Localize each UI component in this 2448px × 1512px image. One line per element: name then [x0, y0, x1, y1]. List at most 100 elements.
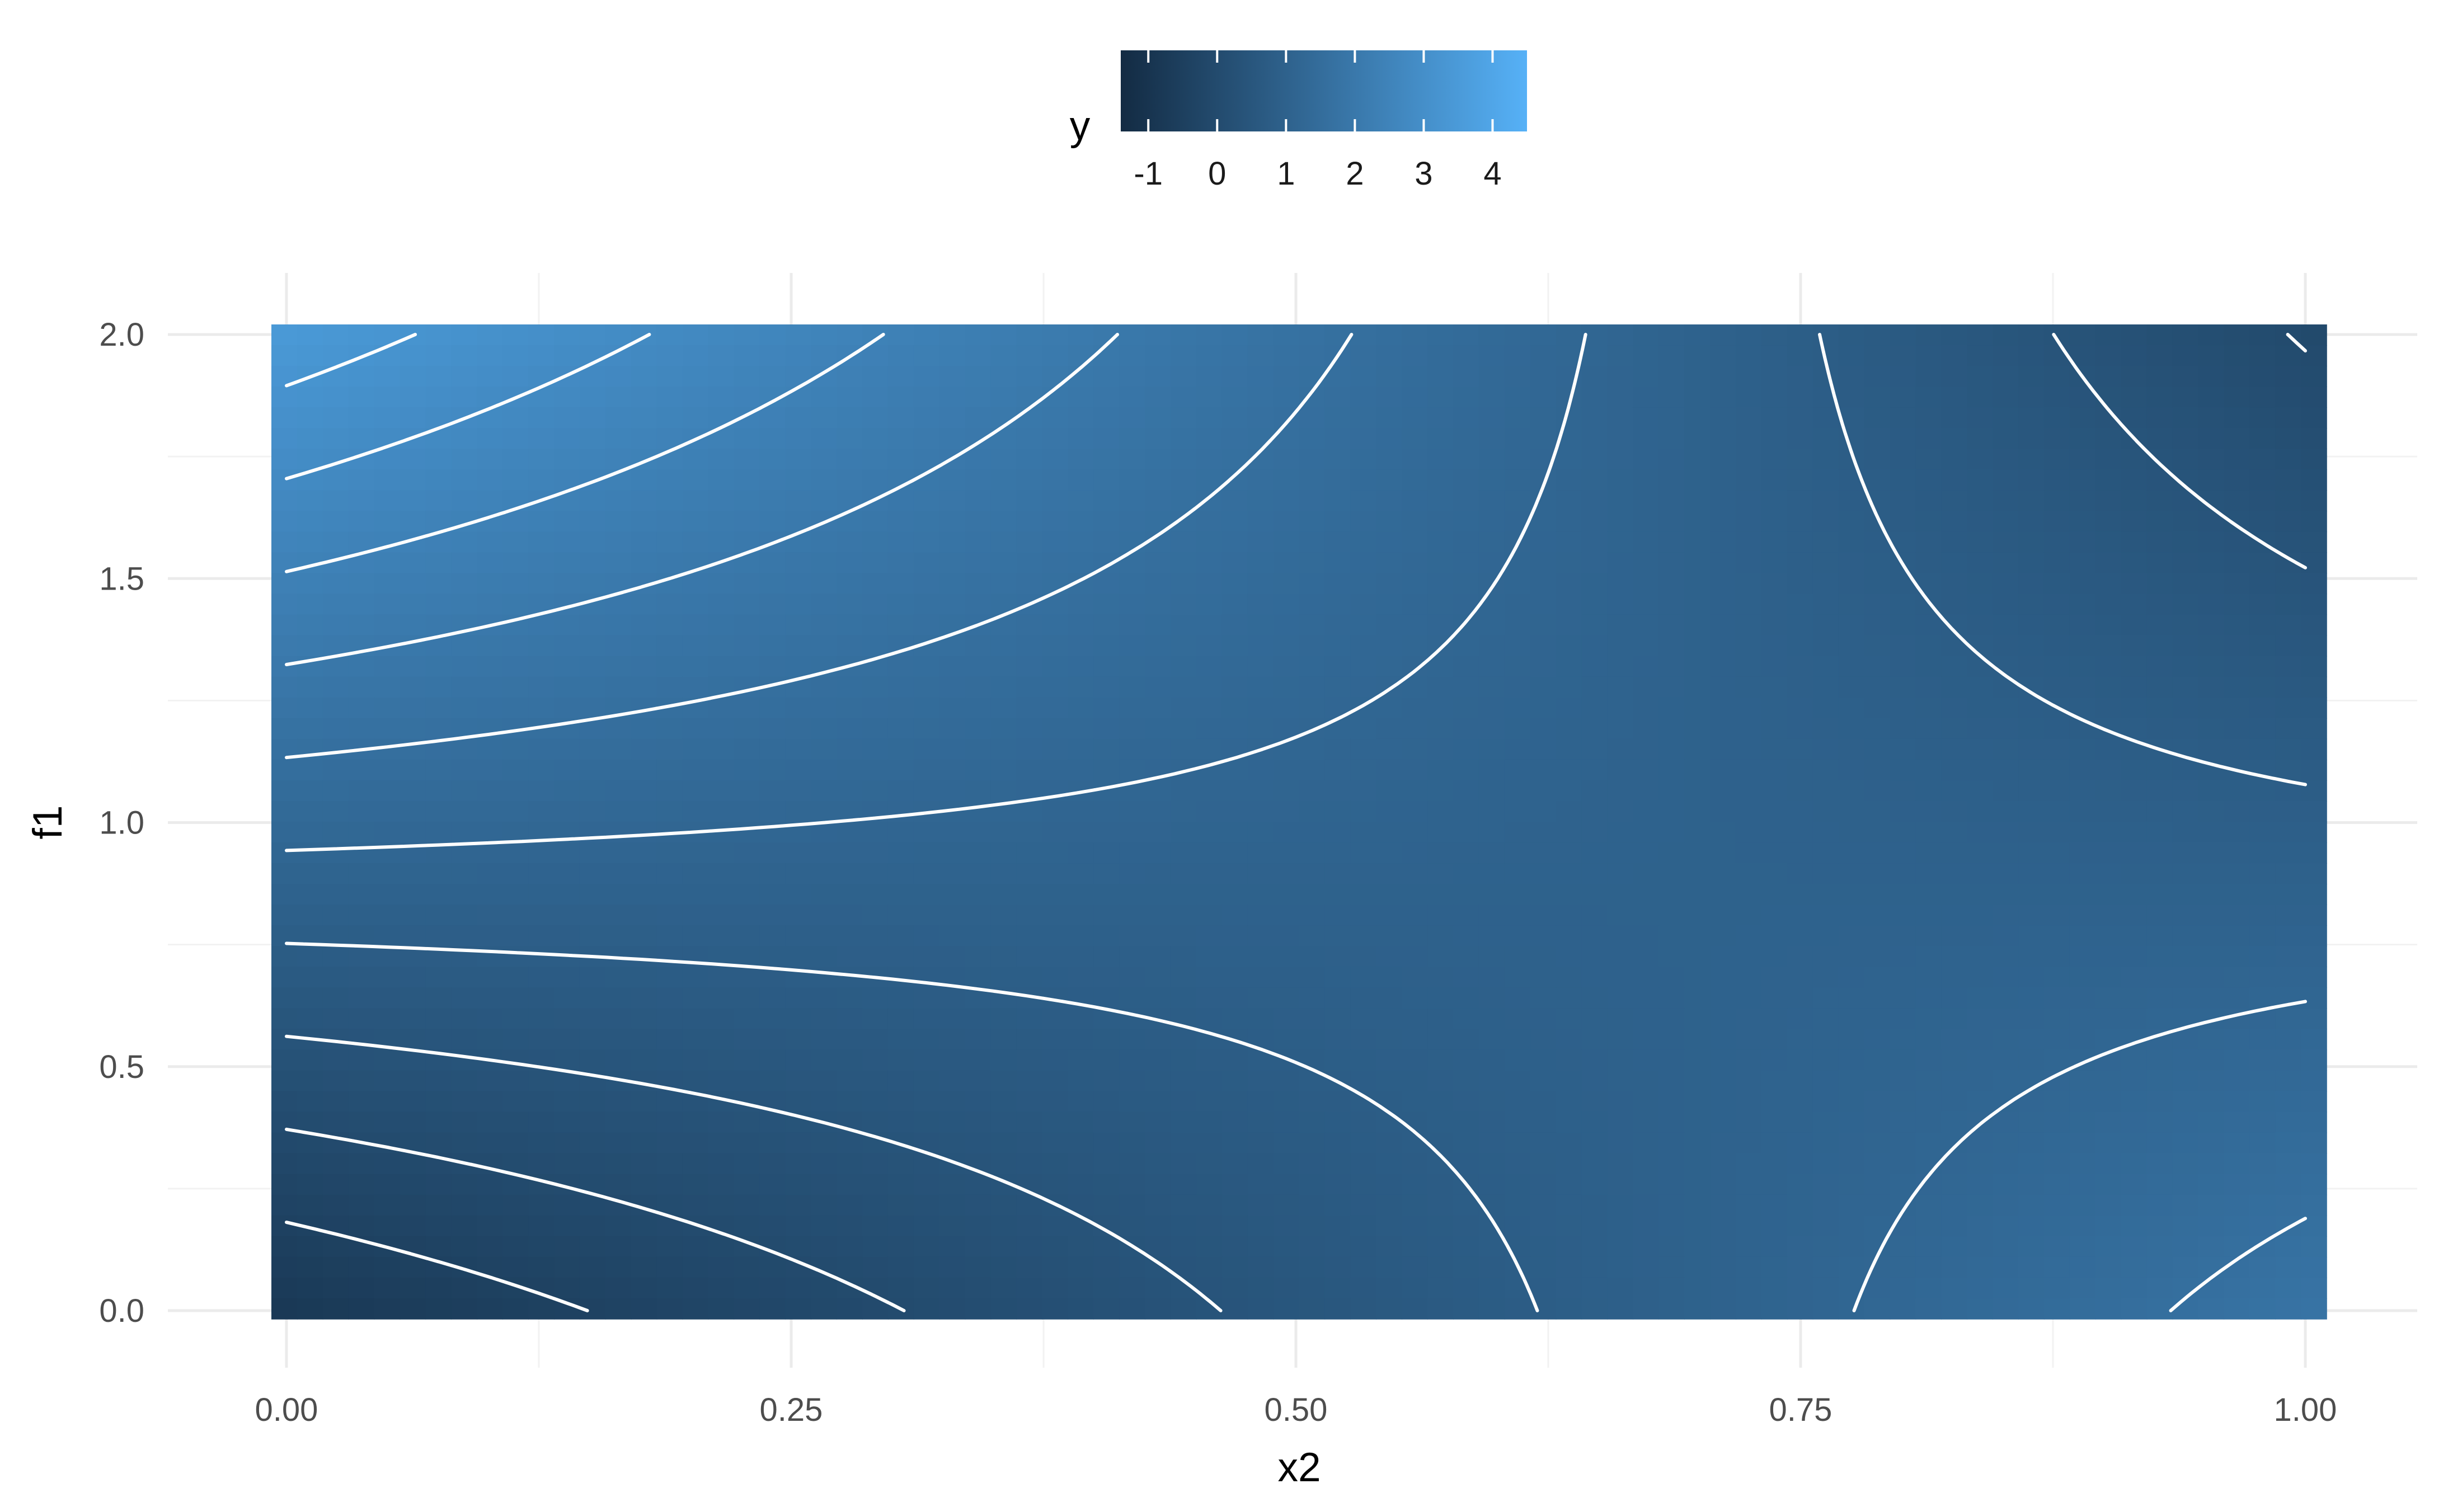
raster-cell	[734, 449, 760, 470]
raster-cell	[631, 1029, 657, 1051]
raster-cell	[1196, 552, 1223, 574]
raster-cell	[554, 387, 580, 408]
raster-cell	[2198, 1049, 2225, 1071]
raster-cell	[1504, 1298, 1531, 1320]
raster-cell	[2095, 780, 2122, 802]
raster-cell	[708, 407, 735, 429]
raster-cell	[2146, 1132, 2173, 1154]
raster-cell	[1864, 345, 1891, 366]
raster-cell	[913, 822, 940, 843]
raster-cell	[1967, 1029, 1993, 1051]
raster-cell	[374, 1111, 401, 1133]
raster-cell	[1145, 800, 1171, 822]
raster-cell	[1478, 738, 1505, 760]
raster-cell	[2224, 490, 2250, 512]
raster-cell	[1736, 469, 1762, 491]
raster-cell	[1196, 366, 1223, 387]
raster-cell	[322, 573, 349, 595]
raster-cell	[2224, 345, 2250, 366]
raster-cell	[348, 822, 375, 843]
raster-cell	[1427, 387, 1454, 408]
raster-cell	[1196, 614, 1223, 636]
raster-cell	[1504, 884, 1531, 905]
raster-cell	[1556, 552, 1582, 574]
raster-cell	[1247, 1111, 1274, 1133]
raster-cell	[2018, 738, 2045, 760]
raster-cell	[451, 780, 478, 802]
raster-cell	[400, 863, 426, 884]
raster-cell	[1402, 759, 1428, 781]
raster-cell	[2249, 1091, 2276, 1113]
raster-cell	[1658, 800, 1685, 822]
raster-cell	[2146, 511, 2173, 533]
raster-cell	[1556, 1070, 1582, 1092]
raster-cell	[1221, 1049, 1248, 1071]
raster-cell	[322, 1174, 349, 1195]
raster-cell	[528, 1215, 555, 1237]
raster-cell	[1633, 345, 1660, 366]
raster-cell	[1119, 822, 1145, 843]
raster-cell	[1658, 1174, 1685, 1195]
raster-cell	[785, 1215, 811, 1237]
raster-cell	[1478, 1111, 1505, 1133]
raster-cell	[1247, 1174, 1274, 1195]
raster-cell	[1196, 573, 1223, 595]
raster-cell	[2018, 490, 2045, 512]
raster-cell	[1504, 1153, 1531, 1175]
raster-cell	[1299, 1277, 1326, 1299]
raster-cell	[1993, 428, 2019, 450]
raster-cell	[631, 1256, 657, 1278]
raster-cell	[939, 345, 966, 366]
raster-cell	[1478, 676, 1505, 698]
raster-cell	[1145, 1194, 1171, 1216]
raster-cell	[2043, 822, 2070, 843]
raster-cell	[837, 1049, 863, 1071]
raster-cell	[1119, 863, 1145, 884]
raster-cell	[1684, 1215, 1711, 1237]
raster-cell	[2224, 1070, 2250, 1092]
raster-cell	[990, 925, 1017, 947]
raster-cell	[1607, 1132, 1634, 1154]
raster-cell	[1016, 1008, 1043, 1030]
raster-cell	[1941, 842, 1968, 864]
raster-cell	[1993, 1132, 2019, 1154]
raster-cell	[579, 759, 606, 781]
raster-cell	[965, 967, 992, 988]
raster-cell	[1890, 1008, 1916, 1030]
raster-cell	[1068, 759, 1094, 781]
raster-cell	[759, 1049, 786, 1071]
raster-cell	[990, 780, 1017, 802]
raster-cell	[2172, 573, 2199, 595]
y-tick-label: 2.0	[99, 317, 144, 353]
raster-cell	[837, 1298, 863, 1320]
raster-cell	[1967, 511, 1993, 533]
raster-cell	[1710, 1070, 1736, 1092]
raster-cell	[2275, 1153, 2301, 1175]
raster-cell	[1145, 573, 1171, 595]
raster-cell	[528, 1070, 555, 1092]
raster-cell	[1787, 759, 1813, 781]
raster-cell	[2146, 324, 2173, 346]
raster-cell	[2018, 925, 2045, 947]
raster-cell	[1376, 863, 1402, 884]
raster-cell	[2275, 387, 2301, 408]
raster-cell	[1402, 614, 1428, 636]
raster-cell	[656, 1298, 683, 1320]
raster-cell	[1221, 324, 1248, 346]
raster-cell	[1376, 345, 1402, 366]
raster-cell	[1093, 594, 1120, 615]
raster-cell	[554, 780, 580, 802]
raster-cell	[734, 573, 760, 595]
raster-cell	[682, 387, 709, 408]
raster-cell	[2018, 697, 2045, 719]
raster-cell	[990, 1215, 1017, 1237]
raster-cell	[322, 863, 349, 884]
raster-cell	[631, 1277, 657, 1299]
raster-cell	[425, 1029, 452, 1051]
raster-cell	[990, 1236, 1017, 1257]
raster-cell	[2198, 1174, 2225, 1195]
raster-cell	[965, 635, 992, 657]
raster-cell	[2069, 842, 2096, 864]
raster-cell	[2224, 842, 2250, 864]
raster-cell	[1530, 511, 1557, 533]
